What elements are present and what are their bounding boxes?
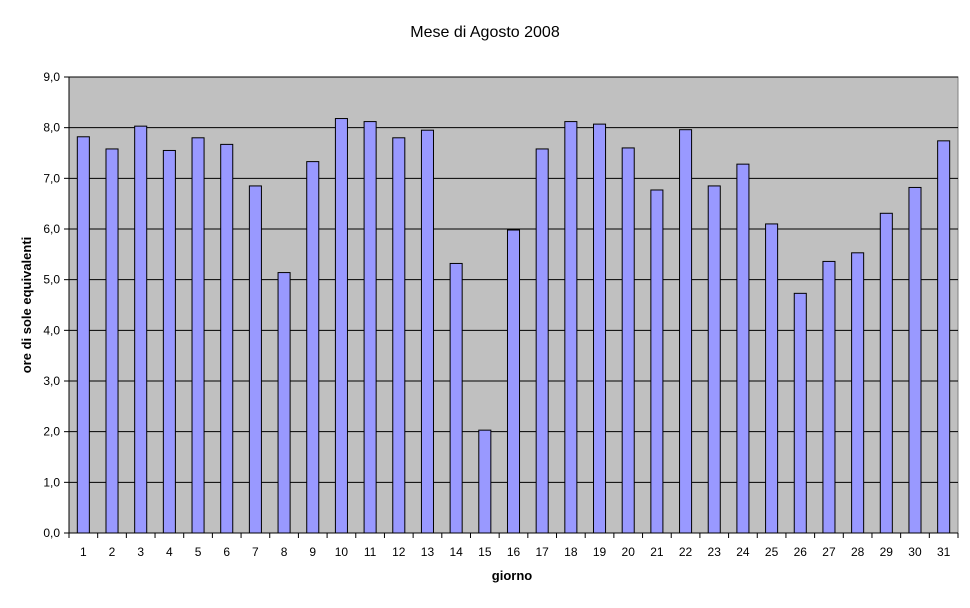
y-axis-title: ore di sole equivalenti [19,237,34,374]
bar [535,148,549,534]
bar [736,163,750,534]
bar [650,189,664,534]
bar [306,161,320,534]
x-tick-label: 15 [478,545,492,559]
x-tick-label: 10 [335,545,349,559]
bar [105,148,119,534]
x-tick-label: 6 [223,545,230,559]
x-tick-label: 13 [421,545,435,559]
x-tick-label: 17 [535,545,549,559]
x-tick-label: 30 [908,545,922,559]
bar [220,143,234,534]
y-tick-label: 0,0 [43,526,60,540]
x-tick-label: 16 [507,545,521,559]
x-tick-label: 25 [765,545,779,559]
bar [277,272,291,534]
x-tick-label: 20 [622,545,636,559]
x-tick-label: 23 [708,545,722,559]
bar [191,137,205,534]
y-tick-label: 7,0 [43,171,60,185]
x-tick-label: 28 [851,545,865,559]
y-tick-label: 5,0 [43,273,60,287]
bar [334,118,348,534]
x-tick-label: 12 [392,545,406,559]
bar [793,292,807,534]
bar [134,125,148,534]
x-tick-label: 1 [80,545,87,559]
bar [420,129,434,534]
bar [679,129,693,534]
bar [707,185,721,534]
x-tick-label: 3 [137,545,144,559]
y-axis: 0,0 1,0 2,0 3,0 4,0 5,0 6,0 7,0 8,0 9,0 [43,70,70,540]
chart-title: Mese di Agosto 2008 [410,24,560,41]
x-tick-label: 9 [309,545,316,559]
y-tick-label: 3,0 [43,374,60,388]
x-tick-label: 19 [593,545,607,559]
y-tick-label: 8,0 [43,121,60,135]
bar [506,229,521,534]
x-tick-label: 4 [166,545,173,559]
x-tick-label: 21 [650,545,664,559]
x-tick-label: 5 [195,545,202,559]
bar [879,212,893,534]
y-tick-label: 1,0 [43,475,60,489]
x-tick-label: 11 [364,545,377,559]
x-tick-label: 14 [449,545,463,559]
bar [908,186,922,534]
x-axis-title: giorno [492,568,532,583]
x-tick-label: 29 [880,545,894,559]
bar [392,137,406,534]
x-tick-label: 7 [252,545,259,559]
bar [593,123,607,534]
x-axis: 1 2 3 4 5 6 7 8 9 10 11 12 13 14 15 16 17 18 19 20 21 22 23 24 2… [68,532,959,559]
bar [621,147,635,534]
y-tick-label: 4,0 [43,323,60,337]
bar [76,136,90,534]
bar [937,140,951,534]
bar-series [76,118,951,534]
bar [478,429,492,534]
y-tick-label: 9,0 [43,70,60,84]
x-tick-label: 26 [794,545,808,559]
x-tick-label: 22 [679,545,693,559]
bar [248,185,262,534]
y-tick-label: 6,0 [43,222,60,236]
bar [851,252,865,534]
y-tick-label: 2,0 [43,425,60,439]
bar [822,260,836,534]
x-tick-label: 27 [822,545,836,559]
x-tick-label: 18 [564,545,578,559]
bar [162,149,176,534]
bar [449,262,463,534]
bar [564,121,578,534]
x-tick-label: 2 [109,545,116,559]
x-tick-label: 24 [736,545,750,559]
bar [765,223,779,534]
x-tick-label: 31 [937,545,951,559]
x-tick-label: 8 [281,545,288,559]
bar [363,121,377,534]
